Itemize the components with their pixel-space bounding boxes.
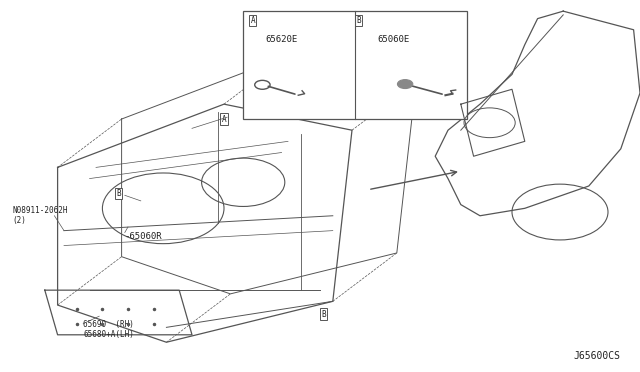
Text: 65620E: 65620E [266,35,298,44]
Text: -65060R: -65060R [125,232,163,241]
Text: 65690  (RH)
65680+A(LH): 65690 (RH) 65680+A(LH) [83,320,134,339]
Text: 65060E: 65060E [378,35,410,44]
Text: B: B [356,16,361,25]
Bar [243,11,467,119]
Text: A: A [221,115,227,124]
Text: N08911-2062H
(2): N08911-2062H (2) [13,206,68,225]
Text: B: B [116,189,121,198]
Circle shape [397,80,413,89]
Text: J65600CS: J65600CS [574,351,621,361]
Text: A: A [250,16,255,25]
Text: B: B [321,310,326,319]
